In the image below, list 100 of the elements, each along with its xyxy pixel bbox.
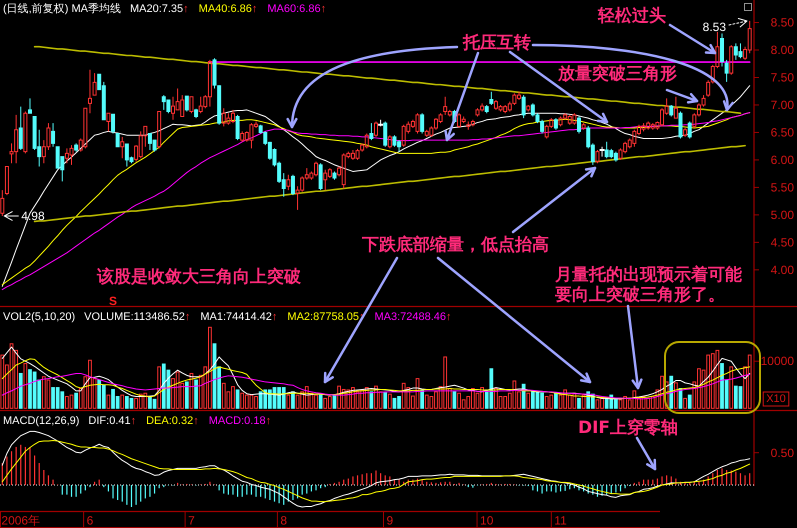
candlestick	[738, 42, 742, 59]
text: MA20:7.35↑	[130, 3, 189, 15]
bar	[452, 391, 456, 409]
candlestick	[194, 108, 198, 119]
candlestick	[522, 94, 526, 119]
bar	[424, 394, 429, 409]
candlestick	[286, 174, 290, 191]
y-tick-label: 10000	[760, 354, 794, 368]
chart-subtitle: VOLUME:113486.52↑	[84, 311, 190, 323]
x-tick-label: 11	[554, 514, 568, 528]
text: X10	[766, 393, 786, 405]
candlestick	[729, 44, 734, 76]
candlestick	[724, 59, 729, 82]
bar	[120, 394, 124, 409]
annotation: DIF上穿零轴	[578, 418, 678, 438]
candlestick	[116, 133, 120, 148]
candlestick	[383, 120, 388, 148]
candlestick	[290, 174, 295, 196]
x-tick-label: 6	[86, 514, 94, 528]
candlestick	[92, 72, 97, 96]
candlestick	[23, 111, 28, 154]
candlestick	[683, 128, 688, 138]
chart-title: MACD(12,26,9)	[3, 415, 80, 427]
y-tick-label: 4.50	[770, 235, 794, 250]
candlestick	[120, 136, 124, 159]
bar	[383, 392, 388, 409]
y-tick-label: 7.50	[770, 70, 794, 84]
candlestick	[230, 109, 235, 124]
candlestick	[554, 118, 558, 130]
bar	[60, 391, 64, 409]
candlestick	[470, 119, 475, 127]
candlestick	[157, 111, 162, 149]
bar	[674, 382, 678, 409]
annotation: 轻松过头	[597, 6, 666, 26]
candlestick	[318, 162, 323, 191]
candlestick	[484, 104, 489, 114]
y-tick-label: 4.00	[770, 262, 794, 277]
candlestick	[720, 33, 724, 67]
candlestick	[332, 170, 336, 180]
bar	[549, 394, 554, 409]
y-tick-label: 8.50	[770, 16, 794, 30]
candlestick	[572, 112, 576, 126]
candlestick	[600, 146, 605, 158]
candlestick	[51, 122, 56, 148]
candlestick	[0, 190, 4, 216]
bar	[194, 380, 198, 409]
y-tick-label: 6.50	[770, 125, 794, 140]
annotation: 月量托的出现预示着可能要向上突破三角形了。	[554, 265, 742, 305]
bar	[526, 392, 530, 409]
x-tick-label: 7	[188, 514, 196, 528]
bar	[328, 396, 332, 409]
candlestick	[184, 96, 189, 112]
bar	[143, 392, 148, 409]
bar	[236, 389, 240, 409]
bar	[729, 366, 734, 409]
annotation: S	[109, 294, 118, 308]
candlestick	[28, 98, 32, 114]
y-tick-label: 7.00	[770, 98, 794, 112]
bar	[572, 392, 576, 409]
candlestick	[189, 96, 194, 114]
x-tick-label: 2006年	[1, 514, 40, 528]
bar	[554, 392, 558, 409]
annotation: 8.53	[702, 20, 726, 34]
bar	[291, 391, 295, 409]
series-label: DIF:0.41↑	[88, 415, 136, 427]
candlestick	[558, 116, 563, 127]
candlestick	[88, 69, 92, 114]
y-tick-label: 5.00	[770, 208, 794, 222]
annotation: 下跌底部缩量，低点抬高	[361, 235, 549, 255]
candlestick	[106, 112, 110, 132]
candlestick	[420, 112, 424, 134]
candlestick	[669, 104, 674, 118]
x-tick-label: 8	[280, 514, 288, 528]
text: MA1:74414.42↑	[200, 311, 278, 323]
text: MA60:6.86↑	[267, 3, 326, 15]
bar	[370, 391, 374, 409]
text: DEA:0.32↑	[146, 415, 199, 427]
text: MA40:6.86↑	[198, 3, 258, 15]
bar	[582, 394, 586, 409]
text: MA3:72488.46↑	[374, 311, 452, 323]
candlestick	[18, 106, 23, 151]
y-tick-label: 6.00	[770, 152, 794, 167]
bar	[157, 366, 162, 409]
bar	[388, 394, 392, 409]
bar	[240, 392, 244, 409]
annotation: 托压互转	[462, 33, 531, 53]
candlestick	[595, 150, 600, 164]
bar	[688, 394, 692, 409]
candlestick	[374, 120, 378, 138]
bar	[323, 398, 328, 409]
candlestick	[614, 151, 618, 162]
candlestick	[674, 96, 678, 119]
annotation: 该股是收敛大三角向上突破	[96, 267, 302, 287]
chart-title: VOL2(5,10,20)	[3, 311, 76, 323]
candlestick	[678, 111, 682, 139]
candlestick	[526, 104, 530, 112]
candlestick	[208, 59, 212, 108]
candlestick	[4, 166, 9, 196]
text: MACD:0.18↑	[208, 415, 272, 427]
text: 0.50	[770, 446, 794, 460]
